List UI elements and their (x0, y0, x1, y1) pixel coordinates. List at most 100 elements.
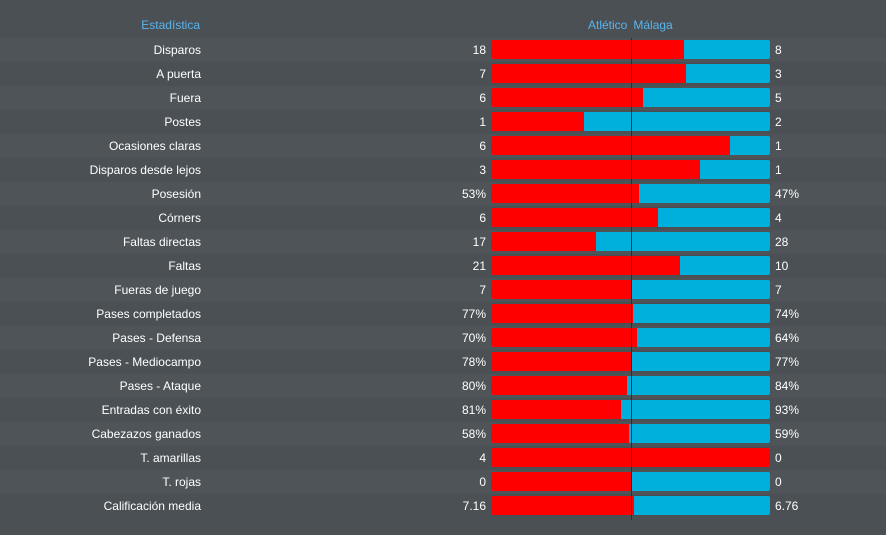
stat-label: Postes (164, 115, 201, 129)
stat-column-header: Estadística (141, 18, 200, 32)
stat-row: Posesión 53% 47% (0, 182, 886, 206)
home-share-fill (491, 376, 628, 395)
stat-row: Faltas directas 17 28 (0, 230, 886, 254)
home-share-fill (491, 352, 632, 371)
away-value: 5 (775, 91, 782, 105)
stat-row: Fuera 6 5 (0, 86, 886, 110)
away-value: 8 (775, 43, 782, 57)
comparison-bar (491, 376, 770, 395)
comparison-bar (491, 472, 770, 491)
stat-row: Pases - Defensa 70% 64% (0, 326, 886, 350)
away-value: 6.76 (775, 499, 799, 513)
home-value: 7 (479, 67, 486, 81)
comparison-bar (491, 184, 770, 203)
stat-row: Entradas con éxito 81% 93% (0, 398, 886, 422)
home-value: 80% (461, 379, 486, 393)
comparison-bar (491, 112, 770, 131)
home-value: 81% (461, 403, 486, 417)
center-divider (631, 38, 632, 520)
away-value: 2 (775, 115, 782, 129)
stat-label: Disparos desde lejos (89, 163, 201, 177)
away-value: 93% (775, 403, 800, 417)
comparison-bar (491, 232, 770, 251)
comparison-bar (491, 352, 770, 371)
away-value: 3 (775, 67, 782, 81)
home-share-fill (491, 232, 597, 251)
home-share-fill (491, 424, 630, 443)
teams-header: Atlético Málaga (588, 14, 679, 36)
home-share-fill (491, 256, 680, 275)
stat-label: Faltas (168, 259, 201, 273)
stat-label: T. amarillas (140, 451, 201, 465)
comparison-bar (491, 256, 770, 275)
away-value: 28 (775, 235, 789, 249)
home-value: 0 (479, 475, 486, 489)
home-share-fill (491, 136, 731, 155)
away-value: 7 (775, 283, 782, 297)
stat-row: Cabezazos ganados 58% 59% (0, 422, 886, 446)
home-share-fill (491, 112, 585, 131)
stat-row: T. amarillas 4 0 (0, 446, 886, 470)
stat-label: A puerta (156, 67, 201, 81)
away-value: 4 (775, 211, 782, 225)
comparison-bar (491, 448, 770, 467)
stat-row: T. rojas 0 0 (0, 470, 886, 494)
stat-label: Posesión (151, 187, 201, 201)
stat-row: Disparos desde lejos 3 1 (0, 158, 886, 182)
stat-label: Córners (158, 211, 201, 225)
home-share-fill (491, 304, 634, 323)
away-value: 64% (775, 331, 800, 345)
away-value: 1 (775, 163, 782, 177)
away-value: 47% (775, 187, 800, 201)
stat-row: Pases completados 77% 74% (0, 302, 886, 326)
stat-label: Faltas directas (122, 235, 201, 249)
home-share-fill (491, 40, 684, 59)
home-value: 21 (472, 259, 486, 273)
stat-row: Fueras de juego 7 7 (0, 278, 886, 302)
home-value: 6 (479, 211, 486, 225)
home-value: 17 (472, 235, 486, 249)
away-value: 77% (775, 355, 800, 369)
home-share-fill (491, 328, 637, 347)
stat-label: Calificación media (103, 499, 201, 513)
home-share-fill (491, 88, 644, 107)
home-value: 1 (479, 115, 486, 129)
away-value: 0 (775, 451, 782, 465)
stats-header: Estadística Atlético Málaga (0, 14, 886, 36)
comparison-bar (491, 424, 770, 443)
stat-label: Pases - Ataque (119, 379, 201, 393)
comparison-bar (491, 328, 770, 347)
comparison-bar (491, 280, 770, 299)
home-value: 3 (479, 163, 486, 177)
home-share-fill (491, 280, 631, 299)
home-value: 4 (479, 451, 486, 465)
away-value: 84% (775, 379, 800, 393)
stat-row: Disparos 18 8 (0, 38, 886, 62)
home-value: 6 (479, 139, 486, 153)
stat-row: Faltas 21 10 (0, 254, 886, 278)
home-value: 7 (479, 283, 486, 297)
away-value: 1 (775, 139, 782, 153)
home-share-fill (491, 208, 659, 227)
home-share-fill (491, 496, 635, 515)
stat-row: Postes 1 2 (0, 110, 886, 134)
comparison-bar (491, 40, 770, 59)
home-value: 6 (479, 91, 486, 105)
stat-label: T. rojas (162, 475, 201, 489)
away-value: 0 (775, 475, 782, 489)
stat-label: Pases completados (96, 307, 201, 321)
home-value: 18 (472, 43, 486, 57)
stat-row: A puerta 7 3 (0, 62, 886, 86)
home-share-fill (491, 400, 621, 419)
away-value: 10 (775, 259, 789, 273)
comparison-bar (491, 400, 770, 419)
stat-row: Pases - Ataque 80% 84% (0, 374, 886, 398)
stat-row: Ocasiones claras 6 1 (0, 134, 886, 158)
stat-label: Pases - Mediocampo (88, 355, 201, 369)
home-value: 7.16 (462, 499, 486, 513)
stat-label: Cabezazos ganados (91, 427, 201, 441)
home-value: 70% (461, 331, 486, 345)
home-value: 77% (461, 307, 486, 321)
home-share-fill (491, 448, 770, 467)
comparison-bar (491, 64, 770, 83)
